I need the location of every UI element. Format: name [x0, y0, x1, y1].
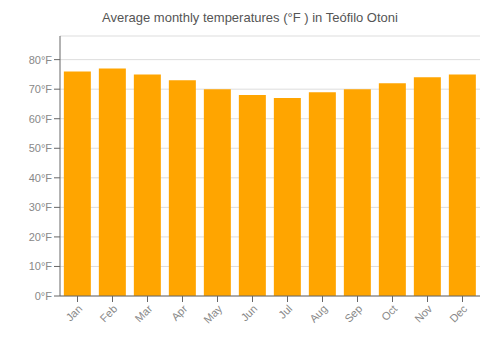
svg-text:30°F: 30°F: [29, 201, 53, 213]
svg-text:50°F: 50°F: [29, 142, 53, 154]
svg-text:Nov: Nov: [412, 302, 435, 325]
svg-text:Dec: Dec: [447, 302, 470, 325]
svg-text:70°F: 70°F: [29, 83, 53, 95]
svg-text:Feb: Feb: [98, 302, 120, 324]
svg-text:0°F: 0°F: [35, 290, 53, 302]
svg-text:Aug: Aug: [307, 302, 329, 324]
svg-text:40°F: 40°F: [29, 172, 53, 184]
svg-text:Oct: Oct: [379, 302, 400, 323]
svg-text:10°F: 10°F: [29, 260, 53, 272]
svg-text:Jun: Jun: [238, 302, 259, 323]
svg-text:80°F: 80°F: [29, 54, 53, 66]
svg-text:60°F: 60°F: [29, 113, 53, 125]
svg-text:Sep: Sep: [342, 302, 364, 324]
svg-text:Apr: Apr: [169, 302, 190, 323]
svg-text:Jan: Jan: [63, 302, 84, 323]
svg-text:Jul: Jul: [276, 302, 294, 320]
svg-text:Mar: Mar: [133, 302, 155, 324]
svg-text:May: May: [201, 302, 225, 326]
html-text:Average monthly temperatures (: Average monthly temperatures (°F ) in Te…: [102, 10, 398, 25]
svg-text:20°F: 20°F: [29, 231, 53, 243]
